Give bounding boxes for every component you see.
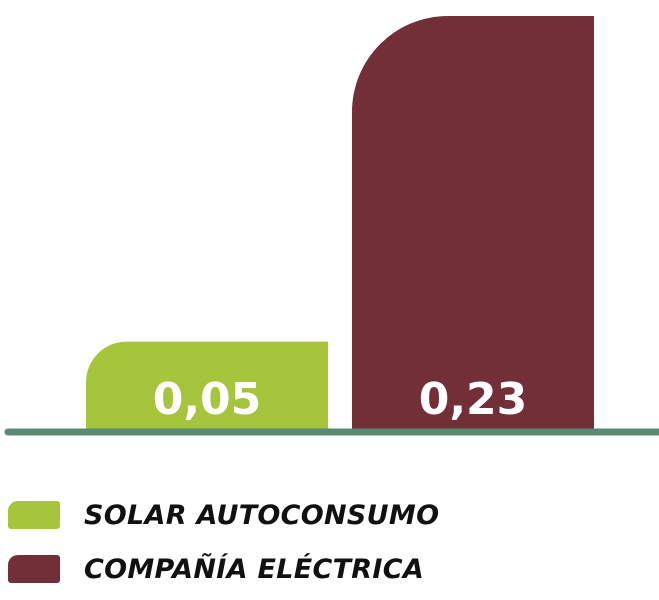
bar-chart: 0,05 0,23 <box>4 16 659 436</box>
legend-swatch-electrica <box>8 555 60 583</box>
legend-item-solar: SOLAR AUTOCONSUMO <box>8 492 439 538</box>
legend-swatch-solar <box>8 501 60 529</box>
bar-value-label-electrica: 0,23 <box>419 374 528 425</box>
legend: SOLAR AUTOCONSUMO COMPAÑÍA ELÉCTRICA <box>8 492 439 600</box>
bar-solar-autoconsumo <box>86 341 328 432</box>
bar-value-label-solar: 0,05 <box>153 374 262 425</box>
legend-item-electrica: COMPAÑÍA ELÉCTRICA <box>8 546 439 592</box>
legend-label-electrica: COMPAÑÍA ELÉCTRICA <box>84 553 425 585</box>
bar-compania-electrica <box>352 16 594 432</box>
legend-label-solar: SOLAR AUTOCONSUMO <box>84 499 440 531</box>
